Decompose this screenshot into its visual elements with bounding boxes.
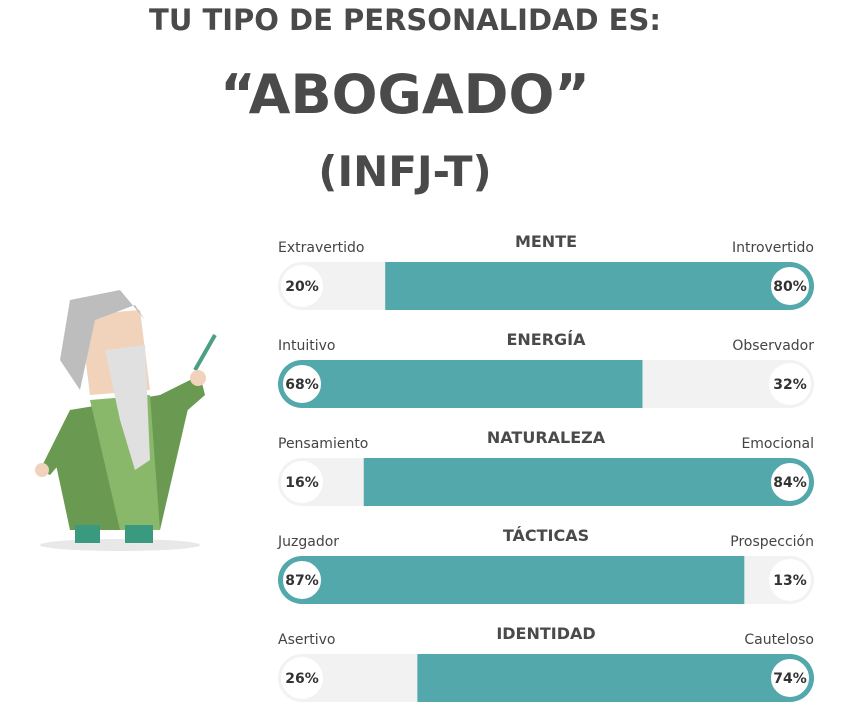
trait-category: ENERGÍA [506, 330, 586, 349]
badge [279, 557, 325, 603]
trait-bar [278, 458, 814, 506]
trait-left: Intuitivo [278, 338, 335, 354]
right-percent: 74% [773, 671, 807, 687]
trait-right: Observador [732, 338, 814, 354]
right-percent: 32% [773, 377, 807, 393]
trait-right: Introvertido [732, 240, 814, 256]
right-percent: 13% [773, 573, 807, 589]
trait-bar [278, 360, 814, 408]
trait-bar [278, 556, 814, 604]
badge [769, 363, 811, 405]
badge [279, 361, 325, 407]
badge [767, 655, 813, 701]
badge [281, 657, 323, 699]
badge [767, 263, 813, 309]
trait-bar [278, 654, 814, 702]
trait-category: MENTE [515, 232, 577, 251]
trait-left: Asertivo [278, 632, 335, 648]
right-percent: 80% [773, 279, 807, 295]
trait-left: Juzgador [277, 534, 339, 550]
trait-right: Cauteloso [744, 632, 814, 648]
type-code: (INFJ-T) [318, 147, 491, 196]
badge [769, 559, 811, 601]
bar-fill [278, 556, 745, 604]
bar-fill [385, 262, 814, 310]
bar-fill [278, 360, 643, 408]
left-percent: 26% [285, 671, 319, 687]
trait-right: Emocional [741, 436, 814, 452]
trait-bar [278, 262, 814, 310]
badge [281, 265, 323, 307]
trait-category: TÁCTICAS [503, 526, 589, 545]
badge [281, 461, 323, 503]
trait-left: Extravertido [278, 240, 364, 256]
bar-fill [363, 458, 814, 506]
left-percent: 16% [285, 475, 319, 491]
type-name: “ABOGADO” [220, 63, 590, 126]
title: TU TIPO DE PERSONALIDAD ES: [149, 3, 661, 37]
trait-category: IDENTIDAD [496, 624, 595, 643]
badge [767, 459, 813, 505]
right-percent: 84% [773, 475, 807, 491]
trait-left: Pensamiento [278, 436, 368, 452]
advocate-illustration [35, 290, 217, 551]
left-percent: 68% [285, 377, 319, 393]
left-percent: 87% [285, 573, 319, 589]
left-percent: 20% [285, 279, 319, 295]
bar-fill [417, 654, 814, 702]
trait-category: NATURALEZA [487, 428, 606, 447]
trait-right: Prospección [730, 534, 814, 550]
